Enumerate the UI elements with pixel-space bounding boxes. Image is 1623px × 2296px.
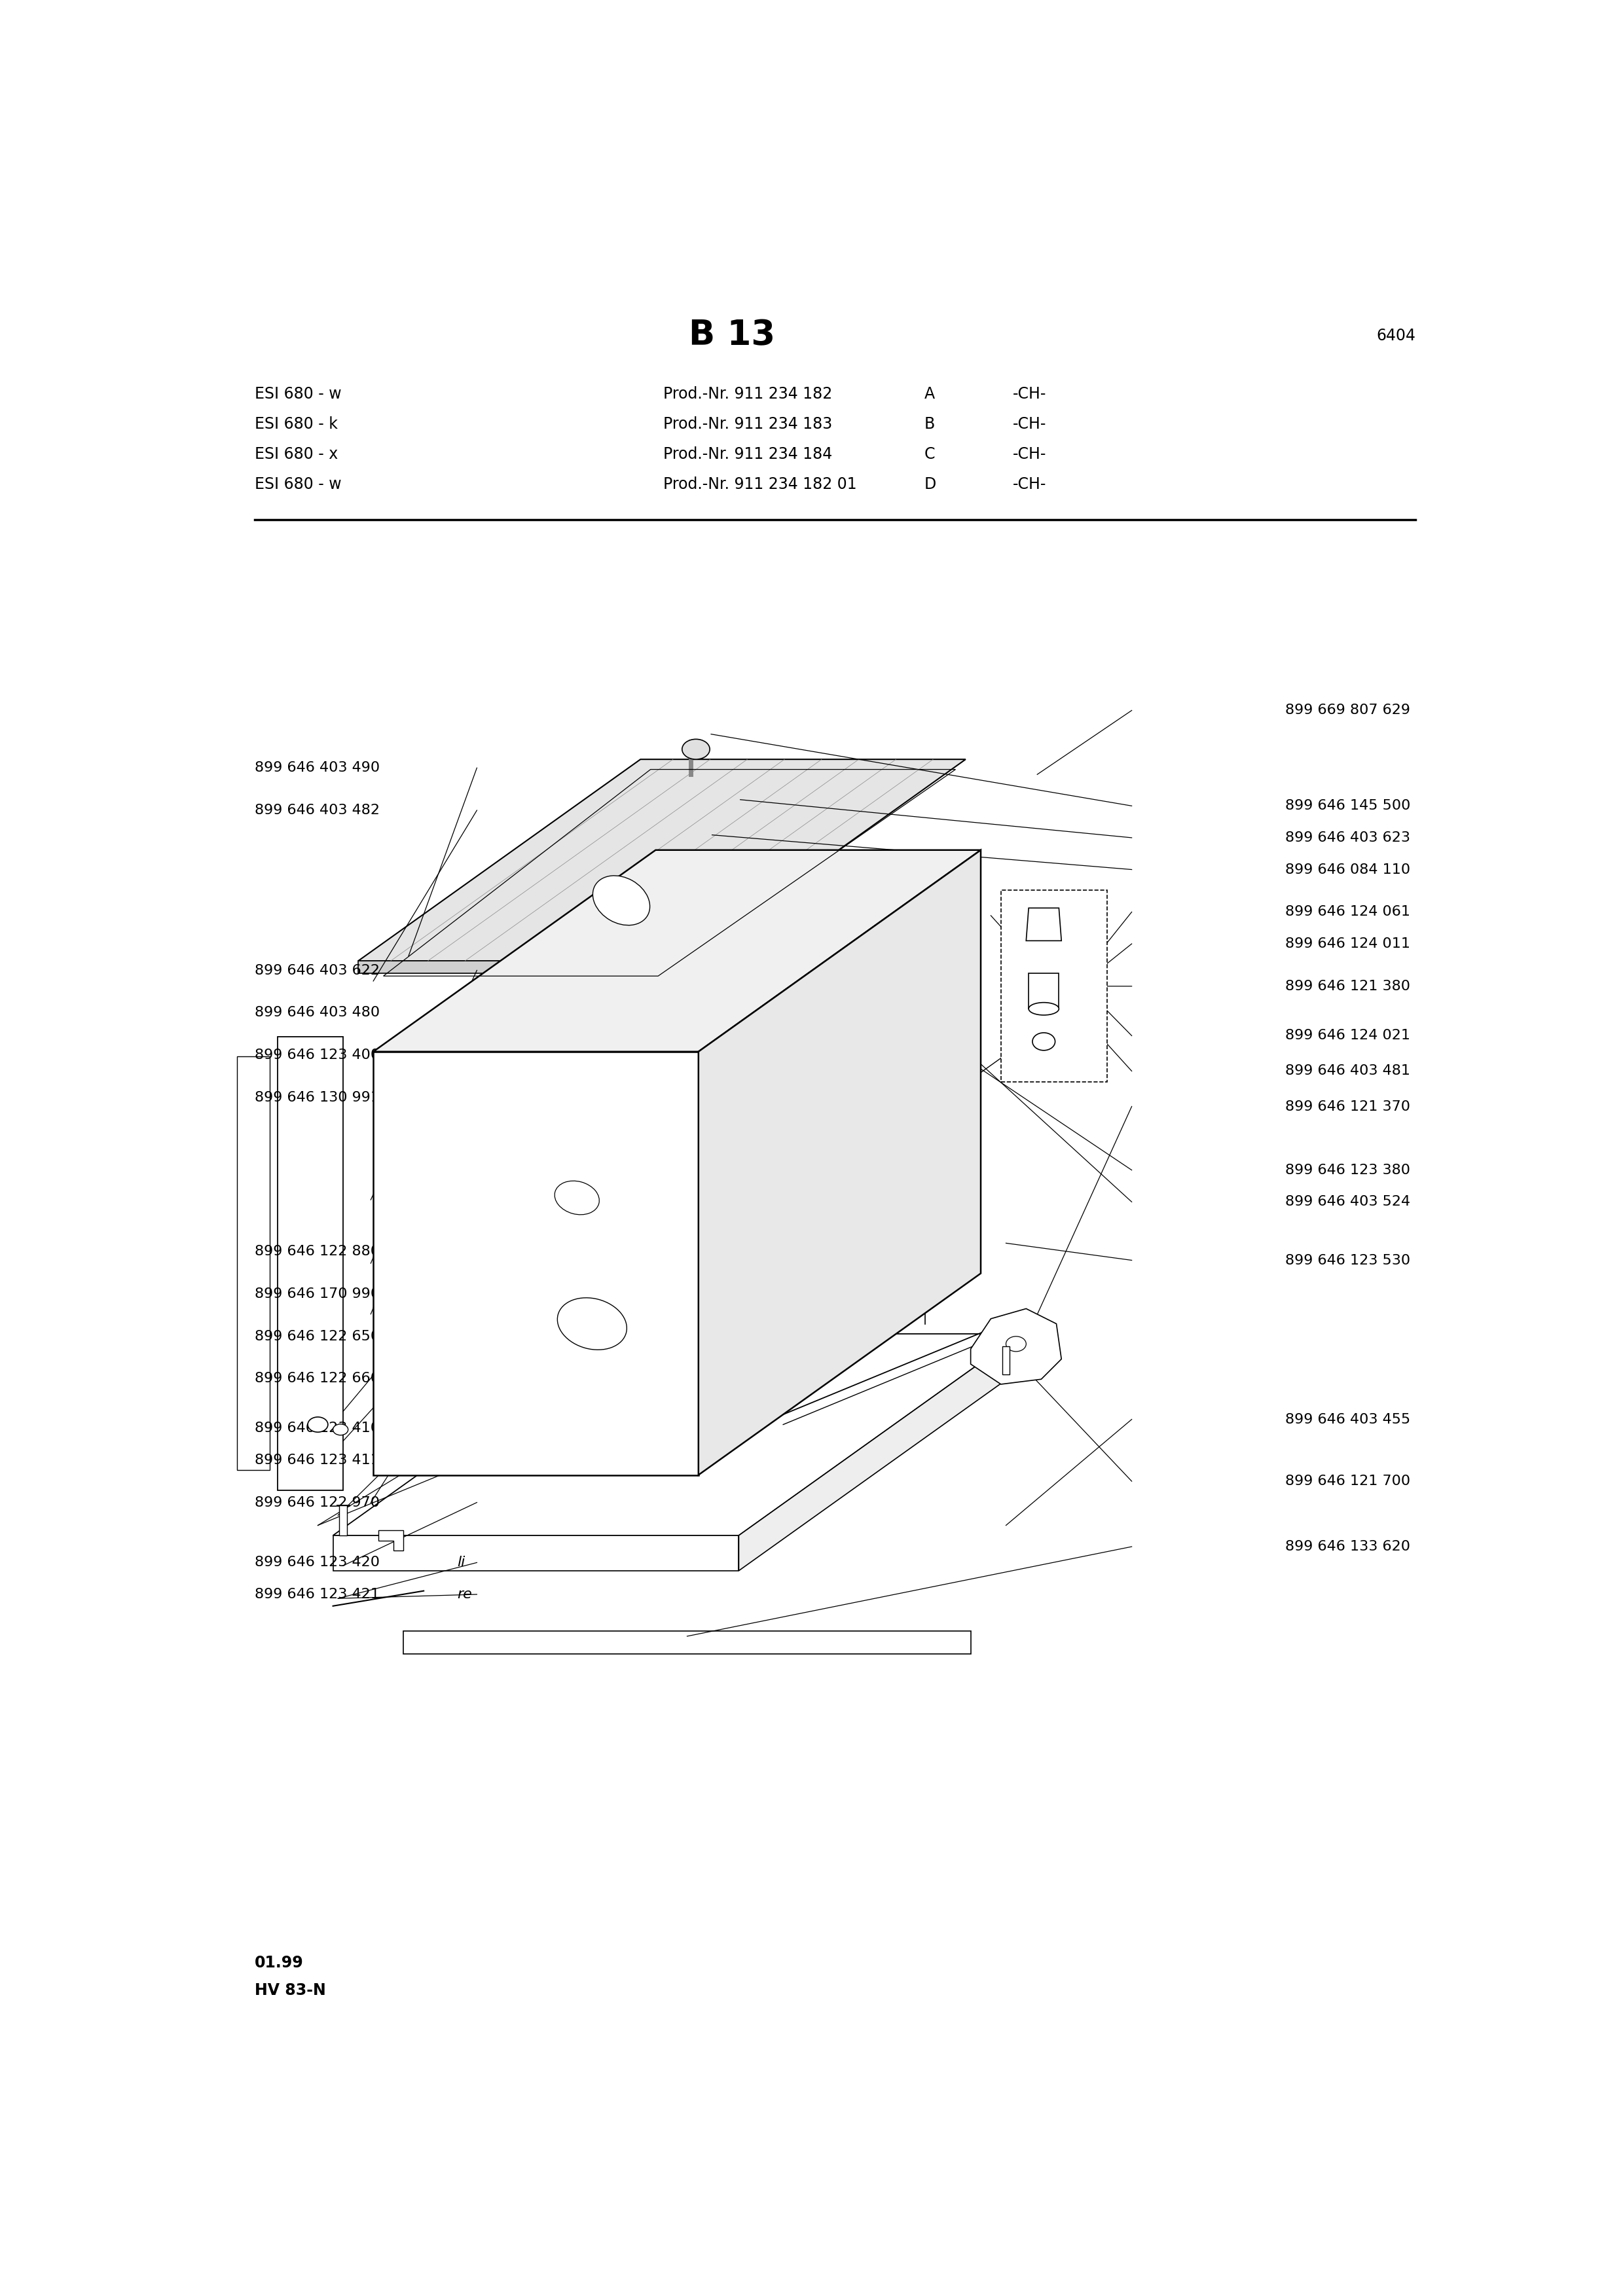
Text: 899 646 403 455: 899 646 403 455 xyxy=(1285,1412,1410,1426)
Text: 899 646 121 370: 899 646 121 370 xyxy=(1285,1100,1410,1114)
Text: 899 669 807 629: 899 669 807 629 xyxy=(1285,705,1410,716)
Ellipse shape xyxy=(592,875,649,925)
Ellipse shape xyxy=(557,1297,626,1350)
Text: ESI 680 - x: ESI 680 - x xyxy=(255,445,338,461)
Text: 899 646 121 700: 899 646 121 700 xyxy=(1285,1474,1410,1488)
Text: 899 646 123 400: 899 646 123 400 xyxy=(255,1049,380,1061)
Ellipse shape xyxy=(333,1424,347,1435)
Text: HV 83-N: HV 83-N xyxy=(255,1981,326,1998)
Text: 899 646 170 990: 899 646 170 990 xyxy=(255,1288,380,1300)
Bar xyxy=(1001,891,1107,1081)
Text: 01.99: 01.99 xyxy=(255,1956,304,1970)
Text: 899 646 122 660: 899 646 122 660 xyxy=(255,1373,380,1384)
Text: Prod.-Nr. 911 234 182 01: Prod.-Nr. 911 234 182 01 xyxy=(664,475,857,491)
Text: B: B xyxy=(923,416,935,432)
Text: ESI 680 - k: ESI 680 - k xyxy=(255,416,338,432)
Text: C: C xyxy=(923,445,935,461)
Text: B 13: B 13 xyxy=(688,319,776,354)
Text: 899 646 403 623: 899 646 403 623 xyxy=(1285,831,1410,845)
Polygon shape xyxy=(404,1630,971,1653)
Text: 899 646 130 991: 899 646 130 991 xyxy=(255,1091,380,1104)
Polygon shape xyxy=(1003,1345,1010,1375)
Polygon shape xyxy=(333,1536,738,1570)
Polygon shape xyxy=(738,1334,1021,1570)
Text: -CH-: -CH- xyxy=(1013,416,1047,432)
Text: 899 646 403 481: 899 646 403 481 xyxy=(1285,1065,1410,1077)
Polygon shape xyxy=(698,850,980,1474)
Polygon shape xyxy=(278,1035,342,1490)
Ellipse shape xyxy=(555,1180,599,1215)
Text: re: re xyxy=(458,1589,472,1600)
Text: -CH-: -CH- xyxy=(1013,475,1047,491)
Polygon shape xyxy=(378,1531,404,1550)
Polygon shape xyxy=(1029,974,1058,1008)
Polygon shape xyxy=(237,1056,269,1469)
Text: Prod.-Nr. 911 234 182: Prod.-Nr. 911 234 182 xyxy=(664,386,833,402)
Text: Prod.-Nr. 911 234 183: Prod.-Nr. 911 234 183 xyxy=(664,416,833,432)
Text: 899 646 124 061: 899 646 124 061 xyxy=(1285,905,1410,918)
Ellipse shape xyxy=(1032,1033,1055,1049)
Text: 899 646 403 482: 899 646 403 482 xyxy=(255,804,380,817)
Polygon shape xyxy=(373,1052,698,1474)
Text: 899 646 122 970: 899 646 122 970 xyxy=(255,1497,380,1508)
Text: 899 646 133 620: 899 646 133 620 xyxy=(1285,1541,1410,1552)
Polygon shape xyxy=(971,1309,1061,1384)
Text: 899 646 122 880: 899 646 122 880 xyxy=(255,1244,380,1258)
Polygon shape xyxy=(333,1334,1021,1536)
Text: 899 646 121 380: 899 646 121 380 xyxy=(1285,980,1410,992)
Polygon shape xyxy=(1026,907,1061,941)
Text: re: re xyxy=(458,1453,472,1467)
Text: 899 646 123 410: 899 646 123 410 xyxy=(255,1421,380,1435)
Text: 6404: 6404 xyxy=(1376,328,1415,344)
Text: 899 646 123 380: 899 646 123 380 xyxy=(1285,1164,1410,1176)
Ellipse shape xyxy=(682,739,709,760)
Text: 899 646 403 524: 899 646 403 524 xyxy=(1285,1196,1410,1208)
Text: li: li xyxy=(458,1421,464,1435)
Text: 899 646 124 021: 899 646 124 021 xyxy=(1285,1029,1410,1042)
Text: 899 646 403 622: 899 646 403 622 xyxy=(255,964,380,976)
Text: -CH-: -CH- xyxy=(1013,445,1047,461)
Polygon shape xyxy=(359,760,966,962)
Ellipse shape xyxy=(1006,1336,1026,1352)
Text: 899 646 124 011: 899 646 124 011 xyxy=(1285,937,1410,951)
Text: 899 646 123 411: 899 646 123 411 xyxy=(255,1453,380,1467)
Ellipse shape xyxy=(308,1417,328,1433)
Polygon shape xyxy=(536,971,763,1394)
Polygon shape xyxy=(359,962,683,974)
Polygon shape xyxy=(373,850,980,1052)
Polygon shape xyxy=(339,1506,347,1536)
Text: D: D xyxy=(923,475,936,491)
Text: -CH-: -CH- xyxy=(1013,386,1047,402)
Text: 899 646 403 480: 899 646 403 480 xyxy=(255,1006,380,1019)
Text: 899 646 145 500: 899 646 145 500 xyxy=(1285,799,1410,813)
Text: li: li xyxy=(458,1557,464,1568)
Text: Prod.-Nr. 911 234 184: Prod.-Nr. 911 234 184 xyxy=(664,445,833,461)
Text: 899 646 123 530: 899 646 123 530 xyxy=(1285,1254,1410,1267)
Text: ESI 680 - w: ESI 680 - w xyxy=(255,475,341,491)
Text: ESI 680 - w: ESI 680 - w xyxy=(255,386,341,402)
Text: 899 646 122 650: 899 646 122 650 xyxy=(255,1329,380,1343)
Ellipse shape xyxy=(1029,1003,1058,1015)
Text: 899 646 123 421: 899 646 123 421 xyxy=(255,1589,380,1600)
Text: 899 646 084 110: 899 646 084 110 xyxy=(1285,863,1410,877)
Text: A: A xyxy=(923,386,935,402)
Text: 899 646 403 490: 899 646 403 490 xyxy=(255,762,380,774)
Text: 899 646 123 420: 899 646 123 420 xyxy=(255,1557,380,1568)
